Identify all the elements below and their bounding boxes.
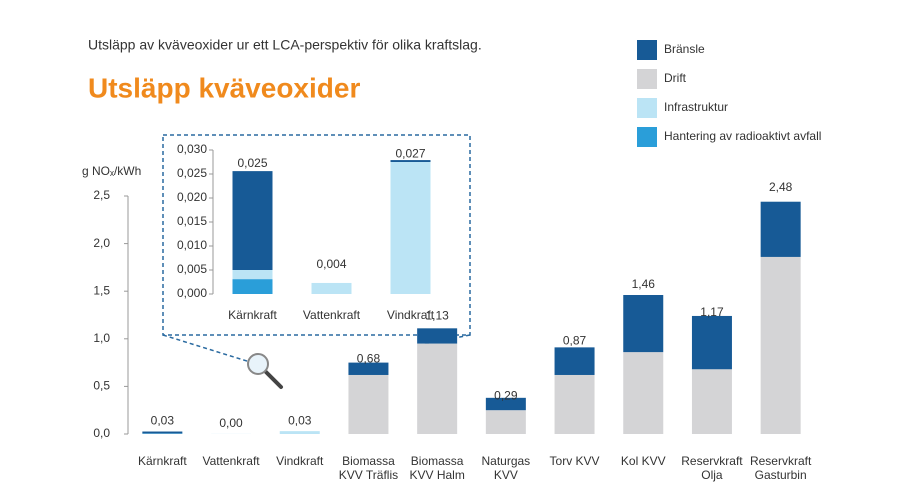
x-tick-label: Gasturbin [755, 468, 807, 482]
value-label: 0,004 [316, 257, 346, 271]
bar-segment [554, 347, 595, 375]
x-tick-label: KVV [494, 468, 518, 482]
x-tick-label: Biomassa [342, 454, 395, 468]
legend-swatch [637, 127, 657, 147]
y-tick-label: 0,000 [177, 286, 207, 300]
y-axis-label: g NOₓ/kWh [82, 164, 141, 178]
x-tick-label: KVV Träflis [339, 468, 398, 482]
y-tick-label: 0,005 [177, 262, 207, 276]
bar-segment [348, 374, 389, 434]
x-tick-label: Naturgas [481, 454, 530, 468]
legend-swatch [637, 98, 657, 118]
x-tick-label: Kärnkraft [228, 308, 277, 322]
bar-segment [691, 369, 732, 434]
bar-segment [390, 162, 431, 294]
legend-label: Bränsle [664, 42, 705, 56]
subtitle: Utsläpp av kväveoxider ur ett LCA-perspe… [88, 37, 482, 53]
value-label: 0,87 [563, 333, 587, 347]
value-label: 0,025 [237, 156, 267, 170]
bar-segment [760, 201, 801, 257]
bar-segment [554, 374, 595, 434]
bar-segment [232, 279, 273, 294]
bar-segment [623, 295, 664, 353]
y-tick-label: 2,0 [93, 236, 110, 250]
x-tick-label: Vindkraft [387, 308, 435, 322]
x-tick-label: Vindkraft [276, 454, 324, 468]
bar-segment [691, 315, 732, 370]
bar-segment [760, 256, 801, 434]
bar-segment [232, 270, 273, 280]
y-tick-label: 0,020 [177, 190, 207, 204]
bar-segment [485, 397, 526, 411]
value-label: 1,17 [700, 305, 724, 319]
value-label: 0,29 [494, 389, 518, 403]
y-tick-label: 1,0 [93, 331, 110, 345]
value-label: 0,00 [219, 416, 243, 430]
value-label: 0,03 [288, 413, 312, 427]
y-tick-label: 1,5 [93, 283, 110, 297]
x-tick-label: KVV Halm [409, 468, 464, 482]
value-label: 1,46 [632, 277, 656, 291]
x-tick-label: Biomassa [411, 454, 464, 468]
y-tick-label: 0,010 [177, 238, 207, 252]
magnifier-icon [247, 353, 283, 389]
bar-segment [417, 328, 458, 344]
value-label: 0,027 [395, 147, 425, 161]
x-tick-label: Torv KVV [550, 454, 600, 468]
x-tick-label: Reservkraft [750, 454, 812, 468]
y-tick-label: 0,5 [93, 379, 110, 393]
x-tick-label: Kärnkraft [138, 454, 187, 468]
bar-segment [417, 343, 458, 434]
bar-segment [142, 431, 183, 434]
legend-label: Hantering av radioaktivt avfall [664, 129, 821, 143]
x-tick-label: Olja [701, 468, 723, 482]
bar-segment [311, 282, 352, 294]
legend-label: Infrastruktur [664, 100, 728, 114]
bar-segment [348, 362, 389, 375]
bar-segment [485, 410, 526, 434]
zoom-line [162, 334, 251, 363]
legend-swatch [637, 40, 657, 60]
bar-segment [390, 160, 431, 162]
y-tick-label: 0,030 [177, 142, 207, 156]
y-tick-label: 0,025 [177, 166, 207, 180]
value-label: 0,68 [357, 351, 381, 365]
x-tick-label: Reservkraft [681, 454, 743, 468]
legend-swatch [637, 69, 657, 89]
bar-segment [232, 171, 273, 270]
x-tick-label: Vattenkraft [202, 454, 260, 468]
value-label: 2,48 [769, 180, 793, 194]
value-label: 1,13 [425, 309, 449, 323]
legend-label: Drift [664, 71, 687, 85]
x-tick-label: Vattenkraft [303, 308, 361, 322]
x-tick-label: Kol KVV [621, 454, 666, 468]
value-label: 0,03 [151, 413, 175, 427]
bar-segment [279, 431, 320, 434]
y-tick-label: 2,5 [93, 188, 110, 202]
y-tick-label: 0,015 [177, 214, 207, 228]
y-tick-label: 0,0 [93, 426, 110, 440]
chart-title: Utsläpp kväveoxider [88, 72, 360, 103]
bar-segment [623, 352, 664, 434]
